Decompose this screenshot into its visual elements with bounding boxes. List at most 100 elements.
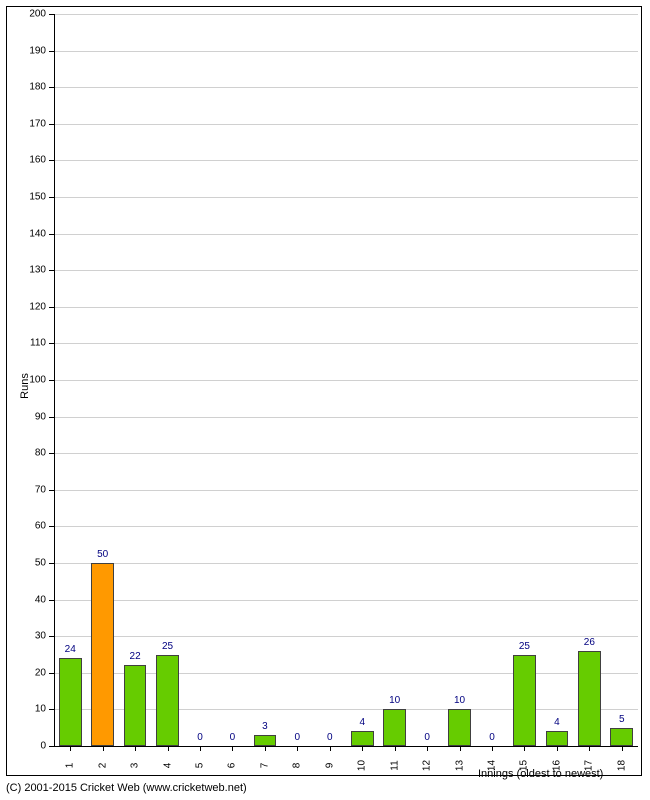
x-tick-label: 1 [65,763,76,769]
x-tick-label: 16 [551,760,562,771]
bar [610,728,633,746]
y-tick-label: 190 [0,45,46,56]
x-tick-mark [70,746,71,751]
gridline [54,307,638,308]
x-tick-label: 15 [519,760,530,771]
gridline [54,636,638,637]
gridline [54,160,638,161]
x-tick-label: 17 [584,760,595,771]
x-tick-label: 9 [324,763,335,769]
y-tick-label: 70 [0,484,46,495]
bar-value-label: 0 [327,732,333,743]
x-tick-label: 2 [97,763,108,769]
y-tick-label: 80 [0,448,46,459]
bar-value-label: 0 [424,732,430,743]
x-tick-mark [395,746,396,751]
x-tick-label: 18 [616,760,627,771]
x-tick-mark [265,746,266,751]
x-tick-mark [492,746,493,751]
bar [156,655,179,747]
gridline [54,14,638,15]
bar [383,709,406,746]
bar-value-label: 0 [295,732,301,743]
bar [124,665,147,746]
gridline [54,87,638,88]
bar [91,563,114,746]
gridline [54,490,638,491]
y-tick-label: 20 [0,667,46,678]
gridline [54,563,638,564]
x-tick-mark [460,746,461,751]
bar-value-label: 0 [489,732,495,743]
y-tick-label: 180 [0,82,46,93]
gridline [54,453,638,454]
bar-value-label: 10 [389,695,400,706]
gridline [54,417,638,418]
bar-value-label: 3 [262,721,268,732]
y-tick-label: 50 [0,558,46,569]
bar-value-label: 4 [554,717,560,728]
y-tick-label: 140 [0,228,46,239]
x-tick-mark [622,746,623,751]
x-tick-label: 14 [487,760,498,771]
bar [513,655,536,747]
y-tick-label: 60 [0,521,46,532]
gridline [54,343,638,344]
y-tick-label: 160 [0,155,46,166]
bar [546,731,569,746]
bar [351,731,374,746]
x-tick-label: 12 [422,760,433,771]
y-tick-label: 200 [0,9,46,20]
y-axis-line [54,14,55,746]
gridline [54,380,638,381]
bar-value-label: 10 [454,695,465,706]
x-tick-mark [200,746,201,751]
gridline [54,526,638,527]
bar [448,709,471,746]
copyright-text: (C) 2001-2015 Cricket Web (www.cricketwe… [6,782,247,794]
x-tick-mark [297,746,298,751]
y-tick-label: 90 [0,411,46,422]
y-tick-label: 40 [0,594,46,605]
bar-value-label: 4 [359,717,365,728]
bar [59,658,82,746]
gridline [54,600,638,601]
x-tick-label: 7 [259,763,270,769]
x-tick-mark [168,746,169,751]
x-axis-line [54,746,638,747]
x-tick-label: 4 [162,763,173,769]
y-tick-label: 150 [0,192,46,203]
x-tick-label: 13 [454,760,465,771]
x-tick-mark [362,746,363,751]
x-tick-label: 5 [195,763,206,769]
x-tick-mark [135,746,136,751]
bar-value-label: 24 [65,644,76,655]
gridline [54,197,638,198]
y-tick-label: 170 [0,118,46,129]
bar [578,651,601,746]
gridline [54,51,638,52]
x-tick-mark [557,746,558,751]
bar-value-label: 25 [519,641,530,652]
y-tick-label: 130 [0,265,46,276]
x-tick-label: 8 [292,763,303,769]
x-tick-mark [103,746,104,751]
bar-value-label: 26 [584,637,595,648]
bar-value-label: 5 [619,714,625,725]
x-tick-label: 6 [227,763,238,769]
bar-value-label: 22 [130,651,141,662]
bar-value-label: 50 [97,549,108,560]
x-tick-mark [232,746,233,751]
x-tick-label: 11 [389,760,400,770]
bar-value-label: 0 [230,732,236,743]
x-tick-label: 10 [357,760,368,771]
y-tick-label: 0 [0,741,46,752]
gridline [54,124,638,125]
bar-value-label: 0 [197,732,203,743]
x-tick-label: 3 [130,763,141,769]
y-tick-label: 10 [0,704,46,715]
y-tick-label: 100 [0,375,46,386]
gridline [54,234,638,235]
gridline [54,270,638,271]
y-tick-label: 120 [0,301,46,312]
